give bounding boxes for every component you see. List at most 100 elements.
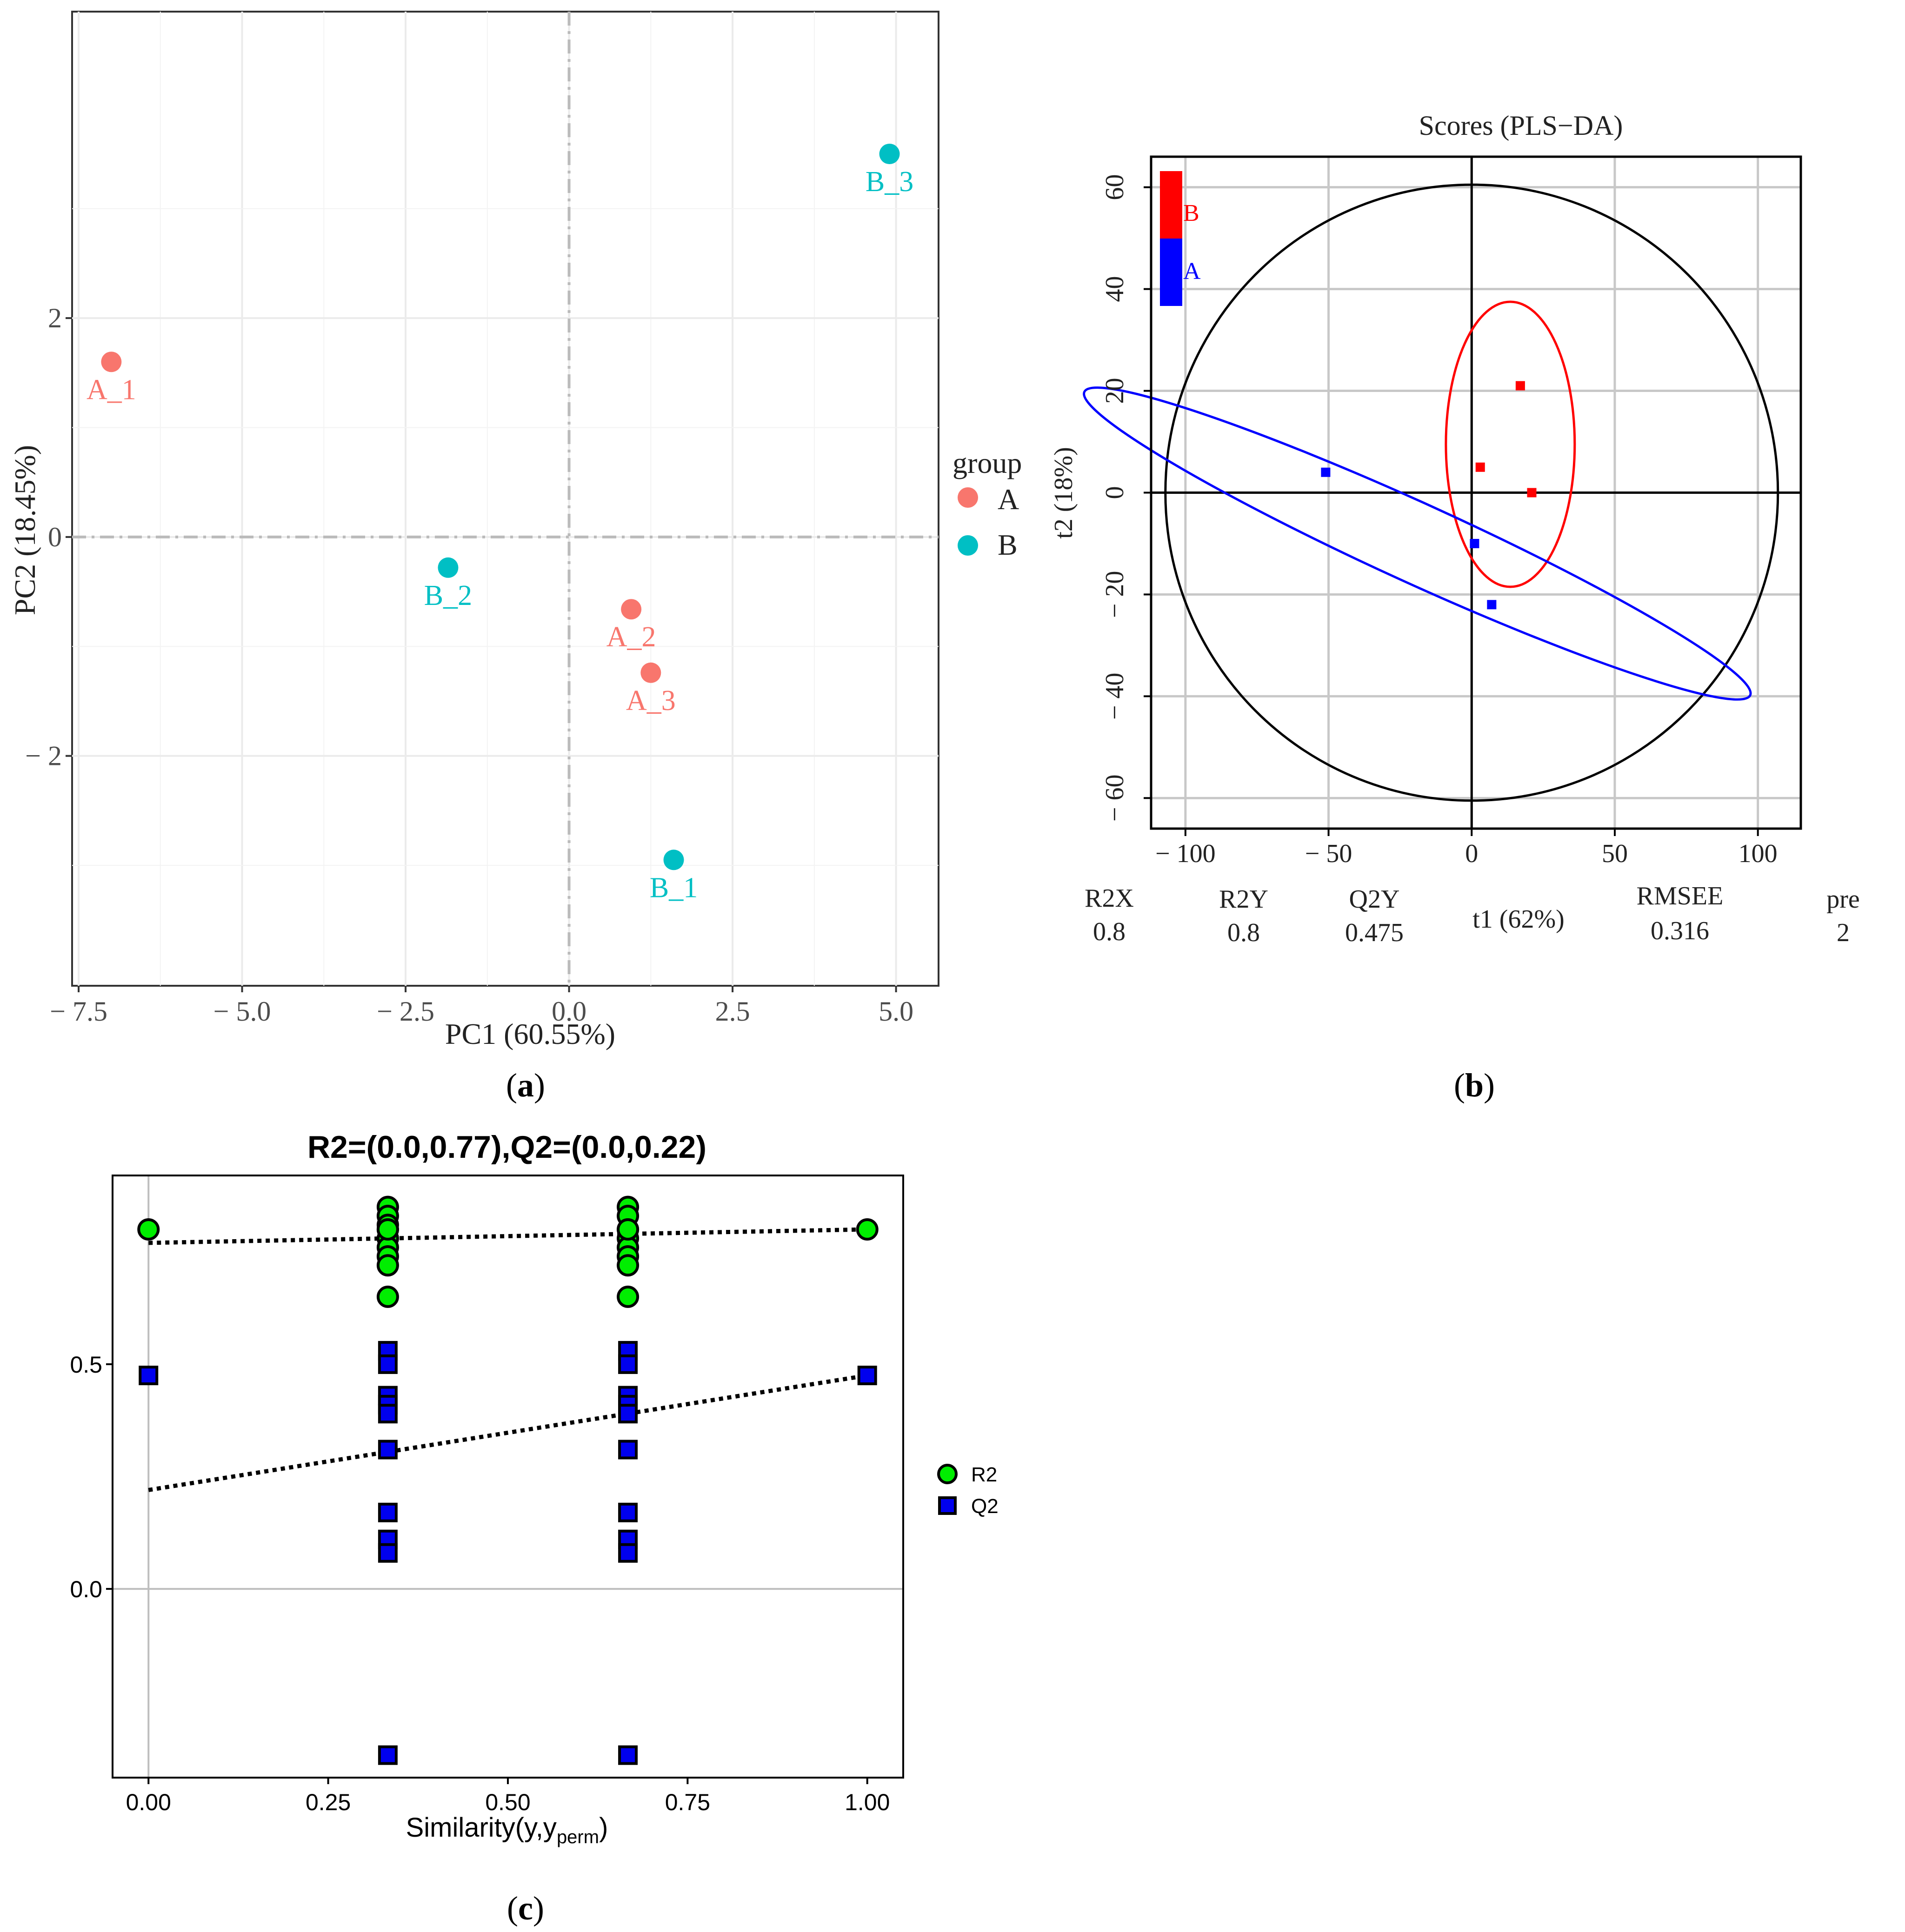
tick-label: 0.00 [126,1789,171,1815]
grid-lines [113,1175,903,1778]
y-axis-ticks: 0.0 0.5 [70,1352,113,1602]
q2-point [618,1543,638,1563]
legend-title: group [952,446,1022,479]
confidence-ellipse [1445,300,1576,588]
x-axis-title: t1 (62%) [1472,905,1565,934]
confidence-ellipses [1083,183,1779,802]
tick-label: 0.5 [70,1352,102,1378]
tick-label: − 2.5 [377,996,434,1027]
legend-marker-a [958,487,978,508]
legend-label-b: B [1183,200,1199,226]
legend: group A B [952,446,1022,561]
r2-point [856,1218,879,1241]
x-axis-title: PC1 (60.55%) [445,1017,615,1050]
data-point [1527,488,1537,498]
stat-value-pre: 2 [1837,918,1850,947]
tick-label: 2.5 [715,996,750,1027]
data-point [1475,462,1485,472]
x-axis-ticks: − 100 − 50 0 50 100 [1155,829,1778,868]
tick-label: 2 [48,303,62,333]
tick-label: − 40 [1100,673,1129,720]
tick-label: − 7.5 [50,996,107,1027]
origin-axes [1151,157,1801,829]
tick-label: 50 [1602,839,1628,868]
trend-lines [148,1227,868,1492]
legend-marker-q2 [938,1496,957,1515]
point-label: A_3 [626,685,676,717]
stat-value-q2y: 0.475 [1345,918,1404,947]
legend-label-q2: Q2 [971,1495,999,1518]
stat-value-r2y: 0.8 [1227,918,1260,947]
data-point [1515,381,1525,391]
pca-score-plot-panel: A_1 A_2 A_3 B_1 B_2 B_3 − 7.5 − 5.0 − 2.5 0.0 2.5… [8,11,1022,1104]
grid-lines [72,12,939,986]
tick-label: − 60 [1100,775,1129,822]
data-point [1470,538,1479,548]
stat-value-r2x: 0.8 [1093,917,1126,946]
tick-label: − 50 [1305,839,1352,868]
r2-point [617,1254,639,1277]
tick-label: 0.0 [70,1576,102,1602]
point-label: B_2 [424,580,472,611]
tick-label: 0.50 [485,1789,530,1815]
q2-point [618,1745,638,1765]
confidence-ellipse [1164,183,1779,802]
r2-points [137,1195,879,1308]
permutation-test-panel: R2=(0.0,0.77),Q2=(0.0,0.22) 0.00 0.25 0.50… [70,1129,998,1927]
tick-label: 0.75 [665,1789,710,1815]
point-label: A_1 [87,374,136,405]
q2-point [857,1366,877,1386]
y-axis-ticks: − 60 − 40 − 20 0 20 40 60 [1100,174,1151,822]
stat-name-r2y: R2Y [1219,885,1268,914]
tick-label: 40 [1100,276,1129,302]
tick-label: − 100 [1155,839,1216,868]
tick-label: 0 [1465,839,1478,868]
q2-point [618,1354,638,1374]
y-axis-ticks: − 2 0 2 [25,303,72,771]
data-point [640,662,661,683]
q2-point [378,1543,398,1563]
legend: R2 Q2 [937,1463,999,1518]
data-point [663,850,684,870]
legend-swatch-b [1160,171,1182,239]
q2-point [378,1440,398,1460]
data-point [1321,467,1331,477]
legend-marker-b [958,535,978,556]
data-point [438,557,459,578]
stat-name-r2x: R2X [1085,884,1134,913]
q2-point [378,1354,398,1374]
data-point [621,599,642,620]
q2-point [618,1440,638,1460]
q2-point [378,1404,398,1424]
tick-label: 1.00 [845,1789,890,1815]
data-point [101,352,122,372]
legend-label-a: A [998,483,1019,516]
legend-label-r2: R2 [971,1463,997,1486]
legend-label-a: A [1183,258,1201,285]
point-label: B_3 [866,166,913,198]
confidence-ellipse [1083,386,1752,701]
r2-point [617,1218,639,1241]
chart-title: Scores (PLS−DA) [1419,110,1623,141]
legend-marker-r2 [937,1464,958,1484]
y-axis-title: PC2 (18.45%) [8,445,41,615]
r2-point [617,1285,639,1308]
q2-point [618,1404,638,1424]
plot-background [113,1175,903,1778]
r2-point [376,1218,399,1241]
tick-label: − 20 [1100,571,1129,618]
r2-point [137,1218,160,1241]
tick-label: 100 [1738,839,1778,868]
legend-swatch-a [1160,239,1182,306]
q2-point [378,1502,398,1522]
tick-label: 60 [1100,174,1129,200]
sample-points [1321,381,1537,610]
tick-label: 0.0 [552,996,586,1027]
plot-background [71,11,939,987]
trend-line [148,1227,867,1245]
r2-point [376,1285,399,1308]
sample-points: A_1 A_2 A_3 B_1 B_2 B_3 [87,144,913,903]
q2-points [139,1341,877,1765]
panel-caption-c: (c) [507,1890,544,1927]
